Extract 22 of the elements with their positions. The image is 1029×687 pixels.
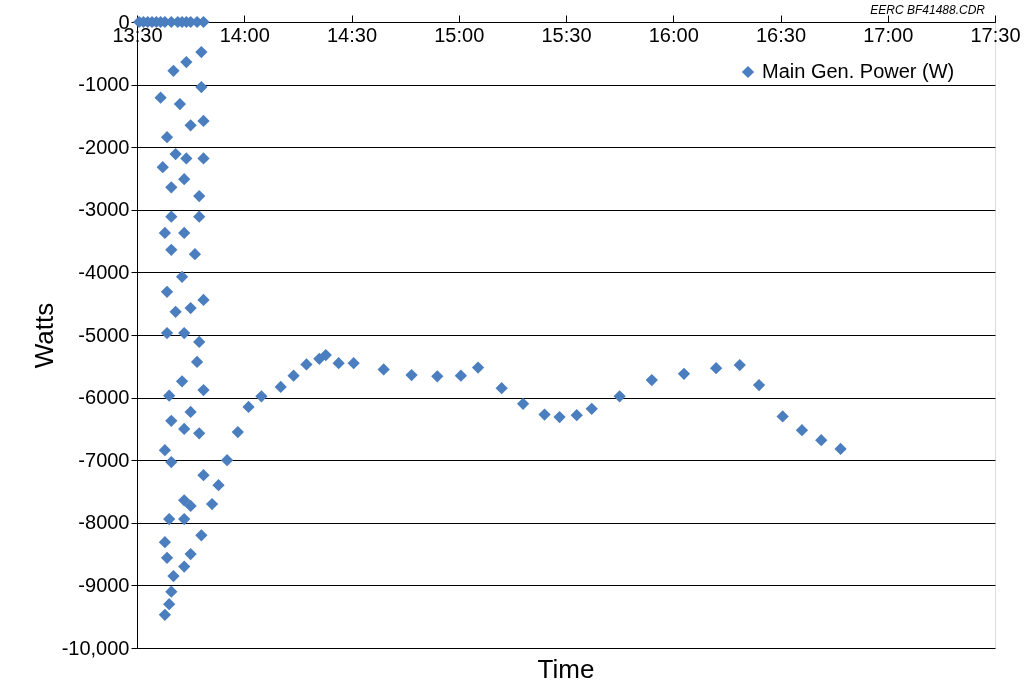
y-tick-label: -6000 (78, 386, 130, 409)
legend-label: Main Gen. Power (W) (762, 60, 955, 82)
y-tick-label: -3000 (78, 198, 130, 221)
x-axis-title: Time (537, 654, 595, 684)
y-tick-label: -10,000 (61, 636, 130, 659)
y-tick-label: -2000 (78, 135, 130, 158)
y-tick-label: -5000 (78, 323, 130, 346)
text: EERC BF41488.CDR (870, 3, 986, 17)
y-tick-label: -1000 (78, 73, 130, 96)
x-tick-label: 14:30 (326, 23, 378, 46)
x-tick-label: 16:30 (755, 23, 807, 46)
x-tick-label: 17:00 (863, 23, 914, 46)
x-tick-label: 17:30 (970, 23, 1021, 46)
x-tick-label: 14:00 (219, 23, 270, 46)
x-tick-label: 15:30 (541, 23, 592, 46)
y-tick-label: -4000 (78, 260, 130, 283)
x-tick-label: 16:00 (648, 23, 699, 46)
x-tick-label: 15:00 (434, 23, 485, 46)
y-tick-label: -9000 (78, 573, 130, 596)
y-tick-label: -8000 (78, 511, 130, 534)
y-tick-label: -7000 (78, 448, 130, 471)
y-axis-title: Watts (28, 302, 59, 369)
